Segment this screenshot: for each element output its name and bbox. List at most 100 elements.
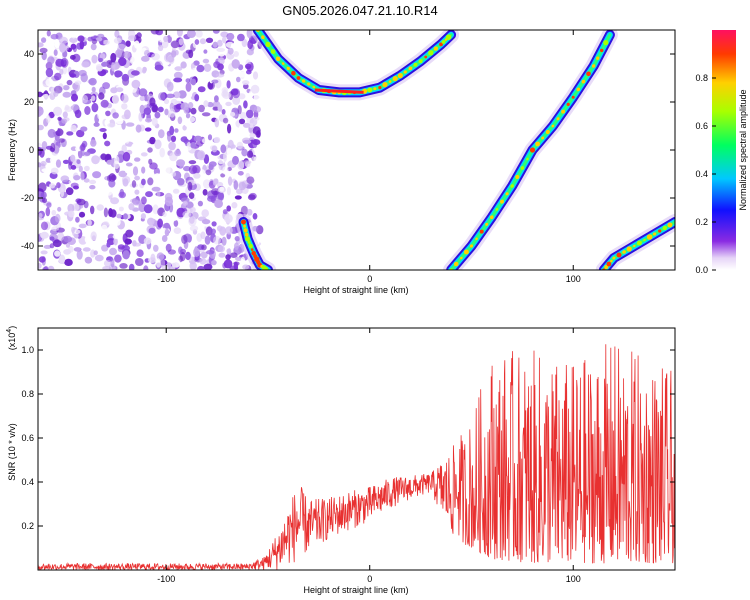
noise-blob [232, 88, 241, 99]
noise-blob [153, 244, 159, 252]
noise-blob [104, 140, 111, 147]
noise-blob [154, 111, 161, 119]
noise-blob [247, 194, 256, 201]
noise-blob [255, 130, 261, 138]
noise-blob [206, 250, 215, 255]
noise-blob [141, 196, 147, 205]
noise-blob [92, 171, 102, 179]
noise-blob [253, 170, 258, 181]
noise-blob [172, 188, 180, 194]
noise-blob [176, 159, 186, 167]
noise-blob [246, 150, 254, 158]
curve-hotspot [291, 70, 296, 76]
colorbar-label: Normalized spectral amplitude [738, 89, 748, 210]
noise-blob [205, 169, 212, 176]
noise-blob [38, 124, 44, 131]
noise-blob [168, 141, 176, 151]
noise-blob [76, 159, 81, 165]
noise-blob [166, 81, 174, 92]
noise-blob [113, 237, 118, 246]
noise-blob [110, 174, 117, 181]
noise-blob [121, 93, 129, 104]
noise-blob [58, 254, 66, 264]
noise-blob [51, 209, 57, 216]
noise-blob [178, 255, 183, 263]
noise-blob [145, 191, 153, 198]
noise-blob [173, 91, 181, 99]
noise-blob [54, 39, 60, 49]
curve-hotspot [662, 225, 667, 231]
noise-blob [144, 127, 152, 132]
noise-blob [221, 109, 226, 115]
noise-blob [187, 181, 193, 191]
curve-hotspot [479, 229, 484, 234]
noise-blob [212, 125, 221, 134]
noise-blob [43, 244, 52, 249]
noise-blob [237, 105, 242, 115]
noise-blob [117, 244, 125, 250]
curve-hotspot [520, 166, 525, 170]
noise-blob [188, 165, 198, 175]
noise-blob [69, 73, 77, 78]
noise-blob [130, 56, 137, 65]
noise-blob [230, 252, 238, 258]
noise-blob [154, 173, 161, 180]
spectrogram-curve-lower-right-arc [595, 214, 675, 270]
noise-blob [213, 235, 221, 245]
noise-blob [182, 125, 187, 131]
noise-blob [212, 106, 220, 111]
noise-blob [208, 164, 214, 171]
noise-blob [91, 86, 96, 93]
noise-blob [114, 155, 120, 165]
noise-blob [132, 166, 139, 176]
noise-blob [40, 191, 47, 199]
noise-blob [194, 39, 200, 45]
snr-xtick-label: -100 [157, 574, 175, 584]
noise-blob [62, 85, 70, 91]
curve-hotspot [566, 102, 570, 106]
noise-blob [230, 112, 236, 117]
noise-blob [222, 209, 228, 215]
noise-blob [134, 175, 141, 181]
noise-blob [59, 43, 66, 53]
curve-hotspot [428, 50, 434, 56]
noise-blob [123, 213, 128, 220]
noise-blob [170, 40, 180, 49]
noise-blob [188, 49, 194, 59]
noise-blob [148, 227, 156, 234]
noise-blob [50, 33, 59, 40]
noise-blob [225, 101, 232, 107]
curve-hotspot [418, 59, 423, 64]
noise-blob [143, 204, 153, 214]
spectrogram-ylabel: Frequency (Hz) [7, 119, 17, 181]
noise-blob [242, 122, 251, 128]
curve-hotspot [636, 240, 642, 246]
curve-hotspot [469, 244, 474, 248]
noise-blob [110, 87, 118, 94]
noise-blob [248, 123, 254, 128]
curve-hotspot [505, 192, 509, 196]
noise-blob [189, 225, 199, 232]
noise-blob [128, 203, 135, 211]
noise-blob [41, 141, 48, 150]
noise-blob [234, 242, 239, 250]
noise-blob [199, 169, 206, 179]
noise-blob [70, 43, 77, 50]
noise-blob [201, 209, 209, 218]
noise-blob [108, 145, 116, 154]
colorbar-tick-label: 0.2 [695, 217, 708, 227]
curve-hotspot [475, 237, 478, 241]
noise-blob [116, 118, 124, 125]
spectrogram-ytick-label: -40 [21, 241, 34, 251]
snr-frame [37, 327, 676, 571]
noise-blob [170, 135, 177, 142]
noise-blob [189, 206, 196, 214]
noise-blob [84, 256, 93, 264]
noise-blob [107, 175, 112, 182]
curve-hotspot [413, 62, 418, 67]
noise-blob [226, 32, 235, 41]
noise-blob [157, 218, 164, 228]
plateau-line [314, 88, 364, 94]
noise-blob [62, 91, 72, 98]
noise-blob [118, 57, 127, 66]
